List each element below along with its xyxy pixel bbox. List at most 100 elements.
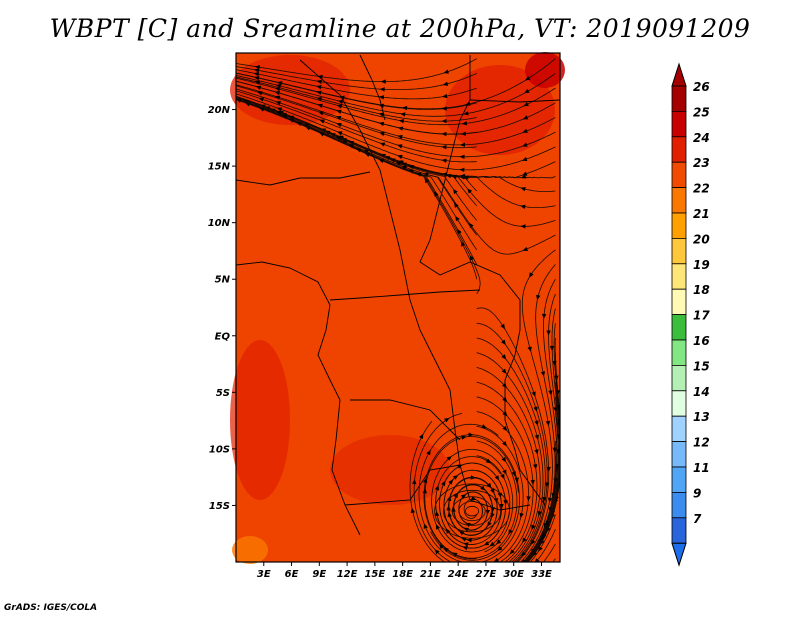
lon-tick-label: 27E — [476, 569, 497, 580]
streamline-1 — [236, 58, 477, 82]
lat-tick-label: 15N — [208, 162, 231, 173]
lon-tick-label: 33E — [531, 569, 552, 580]
streamline-arrow — [524, 75, 531, 81]
streamline-arrow — [503, 500, 508, 506]
streamline-arrow — [530, 479, 535, 485]
wbpt-field — [230, 52, 565, 564]
streamline-69 — [423, 434, 520, 561]
streamline-arrow — [423, 523, 428, 529]
streamline-arrow — [500, 473, 505, 480]
streamline-arrow — [463, 175, 469, 180]
border-line-3 — [419, 55, 546, 506]
streamline-39 — [476, 337, 546, 562]
streamline-arrow — [397, 144, 403, 149]
anticyclone-ring-1 — [458, 501, 486, 522]
colorbar-segment — [671, 161, 687, 188]
streamline-41 — [476, 352, 544, 562]
streamline-arrow — [496, 539, 502, 545]
colorbar-label: 13 — [693, 410, 710, 424]
streamline-arrow — [538, 546, 543, 552]
grads-credit: GrADS: IGES/COLA — [4, 603, 98, 613]
streamline-arrow — [542, 496, 547, 503]
streamline-arrow — [319, 119, 325, 124]
streamline-arrow — [254, 76, 260, 81]
streamline-arrow — [522, 115, 529, 120]
streamline-arrow — [533, 464, 538, 470]
streamline-arrow — [520, 204, 526, 210]
lon-tick-label: 9E — [312, 569, 326, 580]
streamline-arrow — [316, 79, 322, 84]
streamline-25 — [236, 97, 478, 236]
streamline-arrow — [317, 103, 323, 108]
streamline-arrow — [445, 528, 451, 534]
streamline-arrow — [254, 65, 261, 70]
lat-tick-label: 20N — [208, 105, 231, 116]
streamline-arrow — [536, 294, 541, 301]
streamline-arrow — [461, 121, 468, 126]
streamline-arrow — [316, 96, 323, 102]
streamline-arrow — [459, 154, 465, 159]
border-line-2 — [359, 54, 386, 121]
longitude-axis: 3E 6E 9E 12E 15E 18E 21E 24E 27E 30E 33E — [257, 562, 552, 580]
colorbar-bottom-triangle — [671, 542, 687, 567]
streamline-arrow — [438, 543, 444, 550]
streamline-37 — [476, 322, 548, 562]
streamline-arrow — [276, 107, 283, 112]
streamline-66 — [542, 543, 556, 562]
streamline-arrow — [412, 479, 417, 485]
streamline-7 — [236, 72, 477, 110]
colorbar-label: 25 — [693, 105, 710, 119]
streamline-arrow — [319, 132, 325, 137]
streamline-arrow — [546, 466, 551, 472]
colorbar-segment — [671, 314, 687, 341]
streamline-13 — [236, 85, 477, 149]
streamline-arrow — [549, 345, 555, 351]
border-line-8 — [409, 299, 461, 466]
streamline-arrow — [501, 354, 507, 360]
streamline-arrow — [378, 121, 385, 127]
streamline-arrow — [522, 142, 528, 147]
streamline-arrow — [524, 88, 530, 94]
streamline-arrow — [521, 156, 528, 162]
streamline-arrow — [500, 323, 505, 330]
streamline-arrow — [397, 154, 403, 160]
streamline-arrow — [508, 529, 513, 535]
streamline-arrow — [337, 131, 343, 136]
streamline-arrow — [540, 371, 546, 377]
colorbar: 26 25 24 23 22 21 20 19 18 17 16 15 14 13 12 11 9 7 — [671, 62, 710, 567]
streamline-arrow — [254, 68, 260, 73]
streamline-arrow — [378, 112, 384, 117]
streamline-58 — [523, 485, 556, 562]
streamline-68 — [552, 558, 556, 562]
streamline-arrow — [486, 482, 492, 489]
streamline-12 — [236, 93, 556, 171]
streamline-arrow — [434, 485, 440, 491]
streamline-arrow — [520, 174, 527, 179]
streamline-arrow — [380, 79, 386, 84]
streamline-arrow — [441, 118, 447, 124]
streamline-arrow — [395, 161, 402, 166]
streamline-arrow — [460, 142, 466, 148]
streamline-arrow — [460, 241, 466, 247]
streamline-arrow — [441, 106, 447, 111]
streamline-arrow — [398, 119, 405, 124]
streamline-arrow — [546, 330, 551, 336]
streamline-arrow — [442, 81, 449, 86]
colorbar-label: 18 — [693, 283, 710, 297]
colorbar-segment — [671, 364, 687, 392]
border-line-1 — [299, 59, 411, 301]
lat-tick-label: 10S — [209, 444, 230, 455]
streamline-arrow — [337, 99, 344, 105]
streamline-arrow — [522, 246, 528, 251]
streamline-arrow — [467, 188, 473, 194]
streamline-arrow — [548, 390, 553, 396]
colorbar-segment — [671, 187, 687, 214]
streamline-arrow — [275, 83, 282, 89]
streamline-arrow — [400, 112, 406, 117]
streamline-arrow — [520, 187, 526, 192]
field-patch-4 — [330, 435, 450, 505]
streamline-arrow — [531, 524, 536, 531]
streamline-arrow — [496, 568, 502, 574]
streamline-arrow — [444, 417, 450, 423]
